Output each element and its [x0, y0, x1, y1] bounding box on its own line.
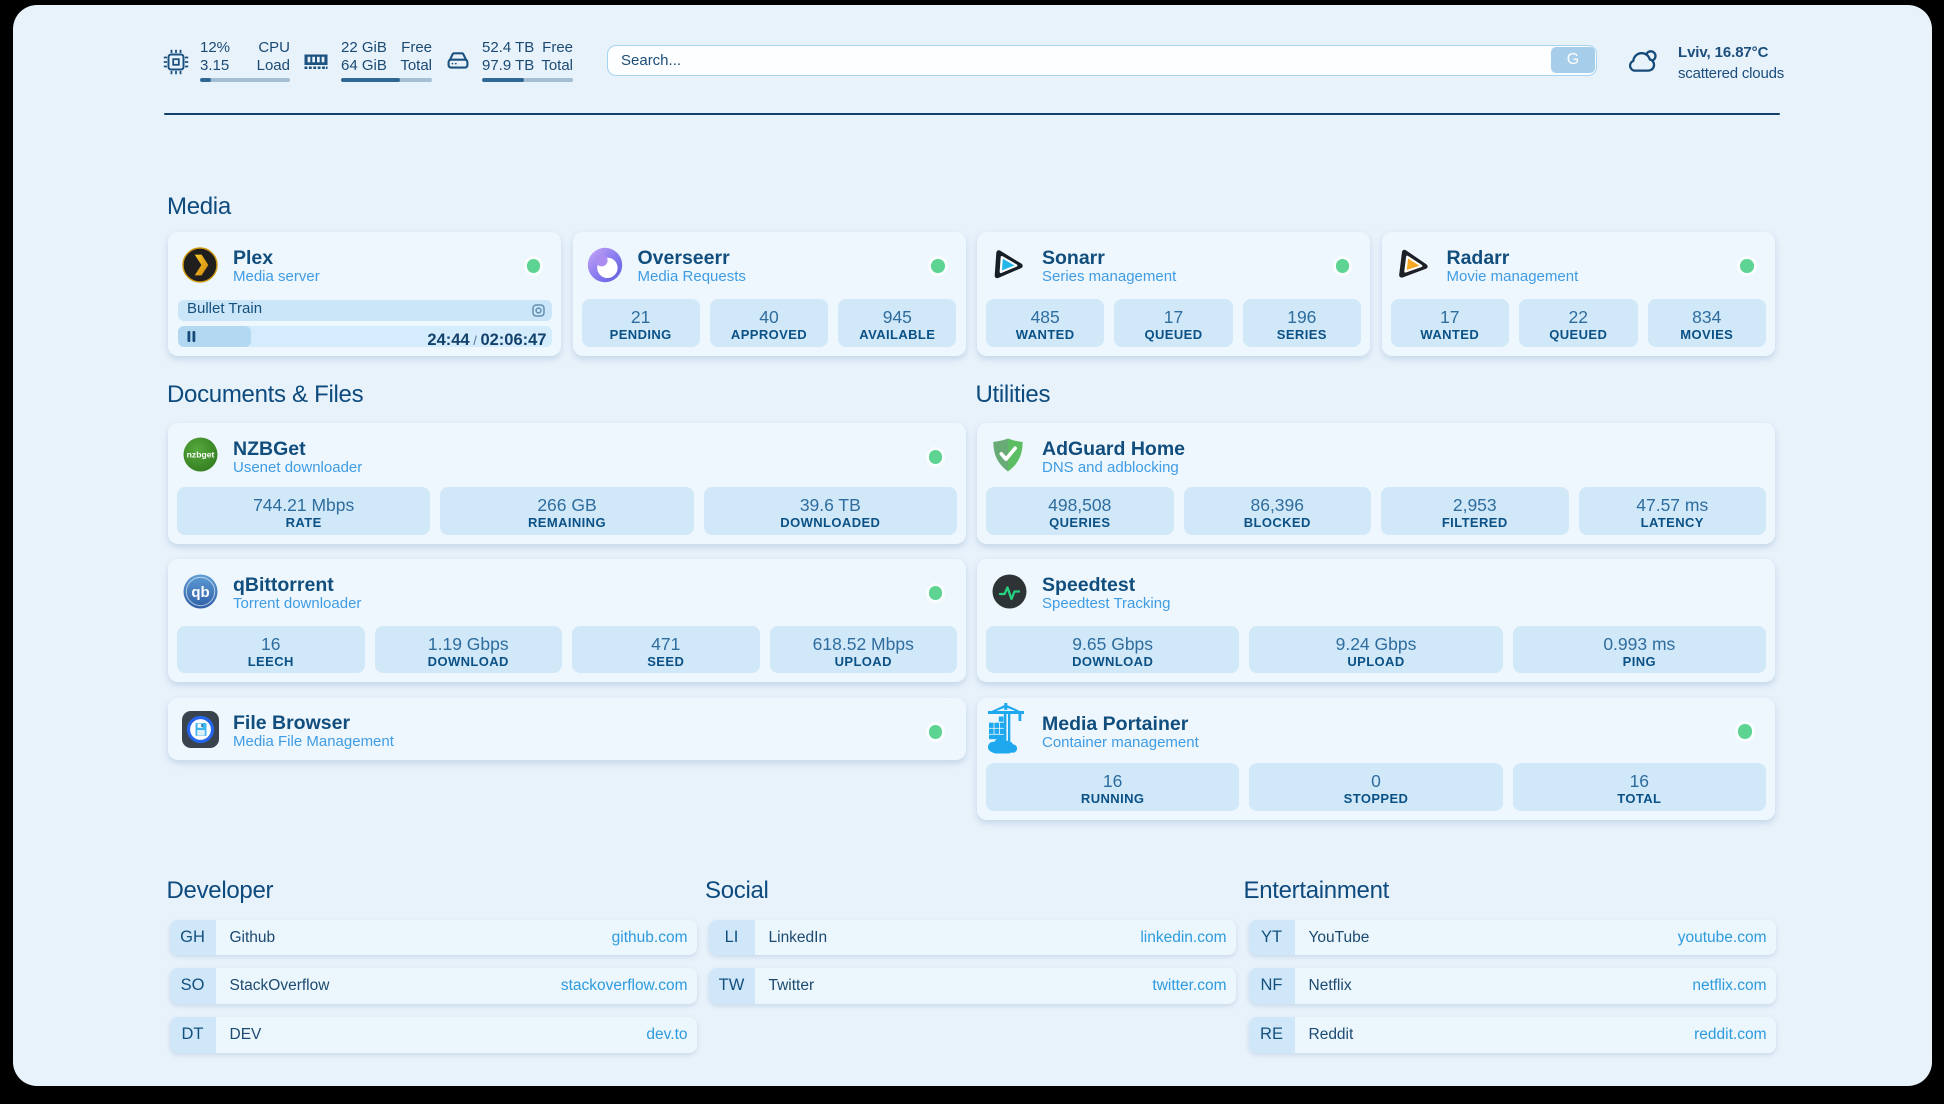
svg-text:nzbget: nzbget: [187, 450, 215, 460]
svg-text:qb: qb: [191, 584, 209, 601]
